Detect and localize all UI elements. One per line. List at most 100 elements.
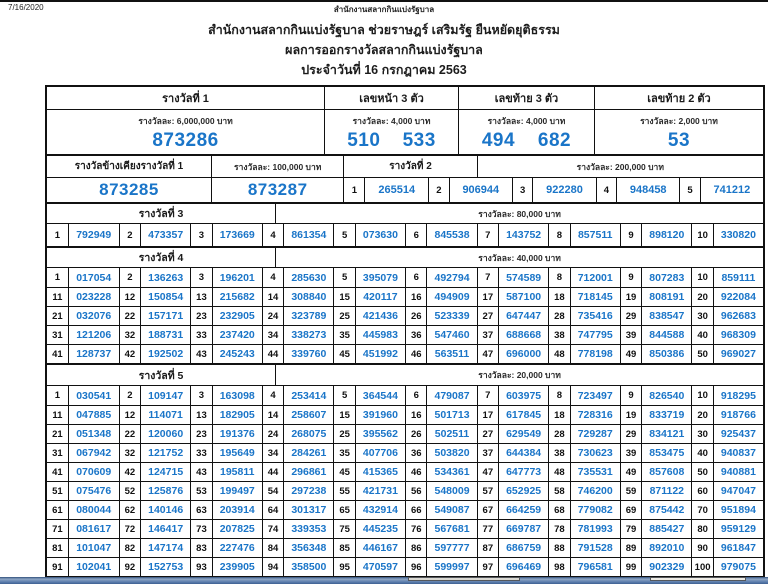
prize-number: 669787	[506, 523, 542, 535]
prize-order: 86	[406, 539, 428, 557]
prize-entry: 50 969027	[691, 345, 763, 363]
prize-entry: 91 102041	[47, 558, 119, 576]
prize-entry: 14 308840	[261, 288, 334, 306]
prize-order: 40	[692, 326, 714, 344]
last2-label: เลขท้าย 2 ตัว	[595, 87, 763, 110]
third-prize-numbers: 1 792949 2 473357 3 173669 4 861354 5 073630 6 8455…	[47, 224, 763, 246]
prize-entry: 3 196201	[190, 268, 262, 287]
prize-number: 940881	[720, 466, 756, 478]
prize-number: 203914	[219, 504, 255, 516]
prize-entry: 93 239905	[190, 558, 262, 576]
results-title: ผลการออกรางวัลสลากกินแบ่งรัฐบาล	[285, 43, 483, 57]
prize-number: 239905	[219, 561, 255, 573]
lottery-results-table: รางวัลที่ 1 รางวัลละ: 6,000,000 บาท 8732…	[45, 85, 765, 578]
prize-order: 33	[191, 326, 213, 344]
prize-entry: 46 534361	[404, 463, 477, 481]
prize-number: 152753	[148, 561, 184, 573]
prize-number: 968309	[720, 329, 756, 341]
prize-order: 15	[334, 406, 356, 424]
prize-order: 3	[191, 224, 213, 246]
prize-order: 73	[191, 520, 213, 538]
prize-entry: 99 902329	[619, 558, 692, 576]
prize-order: 76	[406, 520, 428, 538]
prize-row: 71 081617 72 146417 73 207825 74 339353 75 445235…	[47, 519, 763, 538]
prize-number: 157171	[148, 310, 184, 322]
front3-column: เลขหน้า 3 ตัว รางวัลละ: 4,000 บาท 510 53…	[324, 87, 458, 154]
prize-row: 61 080044 62 140146 63 203914 64 301317 65 432914…	[47, 500, 763, 519]
prize-order: 9	[621, 386, 643, 405]
prize-number: 339760	[291, 348, 327, 360]
prize-entry: 15 391960	[333, 406, 405, 424]
prize-row: 1 792949 2 473357 3 173669 4 861354 5 073630 6 8455…	[47, 224, 763, 246]
prize-number: 296861	[291, 466, 327, 478]
prize-entry: 12 114071	[118, 406, 191, 424]
prize-number: 150854	[148, 291, 184, 303]
prize-number: 415365	[362, 466, 398, 478]
prize-entry: 3 173669	[190, 224, 262, 246]
prize-number: 492794	[434, 271, 470, 284]
prize-order: 67	[478, 501, 500, 519]
prize-number: 729287	[577, 428, 613, 440]
prize-entry: 51 075476	[47, 482, 119, 500]
prize-row: 11 047885 12 114071 13 182905 14 258607 15 391960…	[47, 405, 763, 424]
prize-entry: 74 339353	[261, 520, 334, 538]
prize-entry: 69 875442	[619, 501, 692, 519]
prize-number: 479087	[434, 389, 470, 402]
prize-entry: 7 574589	[476, 268, 549, 287]
prize-entry: 1 265514	[344, 178, 428, 202]
prize-number: 308840	[291, 291, 327, 303]
prize-entry: 77 669787	[476, 520, 549, 538]
prize-entry: 38 730623	[548, 444, 620, 462]
prize-order: 35	[334, 326, 356, 344]
taskbar-sliver[interactable]	[0, 577, 768, 584]
prize-order: 53	[191, 482, 213, 500]
prize-entry: 3 163098	[190, 386, 262, 405]
prize-number: 563511	[434, 348, 470, 360]
prize-order: 30	[692, 307, 714, 325]
prize-entry: 39 844588	[619, 326, 692, 344]
fourth-prize-label: รางวัลที่ 4	[47, 248, 277, 267]
prize-order: 4	[263, 224, 285, 246]
prize-number: 421731	[362, 485, 398, 497]
prize-order: 10	[692, 224, 714, 246]
prize-entry: 55 421731	[333, 482, 405, 500]
prize-number: 067942	[76, 447, 112, 459]
prize-order: 43	[191, 463, 213, 481]
prize-order: 7	[478, 386, 500, 405]
prize-order: 81	[47, 539, 69, 557]
prize-number: 861354	[291, 229, 327, 241]
prize-entry: 28 729287	[548, 425, 620, 443]
prize-order: 5	[334, 386, 356, 405]
prize-number: 587100	[506, 291, 542, 303]
prize-order: 22	[120, 425, 142, 443]
prize-order: 10	[692, 268, 714, 287]
prize-entry: 35 407706	[333, 444, 405, 462]
prize-order: 44	[263, 463, 285, 481]
prize-number: 195649	[219, 447, 255, 459]
prize-order: 13	[191, 288, 213, 306]
prize-order: 21	[47, 307, 69, 325]
print-doc-title: สำนักงานสลากกินแบ่งรัฐบาล	[333, 5, 435, 14]
prize-entry: 49 857608	[619, 463, 692, 481]
prize-number: 664259	[506, 504, 542, 516]
prize-number: 101047	[76, 542, 112, 554]
prize-order: 5	[334, 268, 356, 287]
prize-number: 962683	[720, 310, 756, 322]
prize-order: 10	[692, 386, 714, 405]
front3-number: 533	[402, 129, 436, 151]
taskbar-button-fragment[interactable]	[650, 577, 746, 581]
prize-order: 22	[120, 307, 142, 325]
prize-entry: 32 188731	[118, 326, 191, 344]
prize-number: 356348	[291, 542, 327, 554]
prize-entry: 70 951894	[691, 501, 763, 519]
prize-number: 407706	[362, 447, 398, 459]
draw-date-title: ประจำวันที่ 16 กรกฎาคม 2563	[301, 63, 467, 77]
prize-number: 268075	[291, 428, 327, 440]
prize-number: 599997	[434, 561, 470, 573]
taskbar-button-fragment[interactable]	[408, 577, 520, 581]
prize-entry: 83 227476	[190, 539, 262, 557]
prize-entry: 64 301317	[261, 501, 334, 519]
prize-entry: 90 961847	[691, 539, 763, 557]
prize-number: 125876	[148, 485, 184, 497]
prize-order: 32	[120, 326, 142, 344]
